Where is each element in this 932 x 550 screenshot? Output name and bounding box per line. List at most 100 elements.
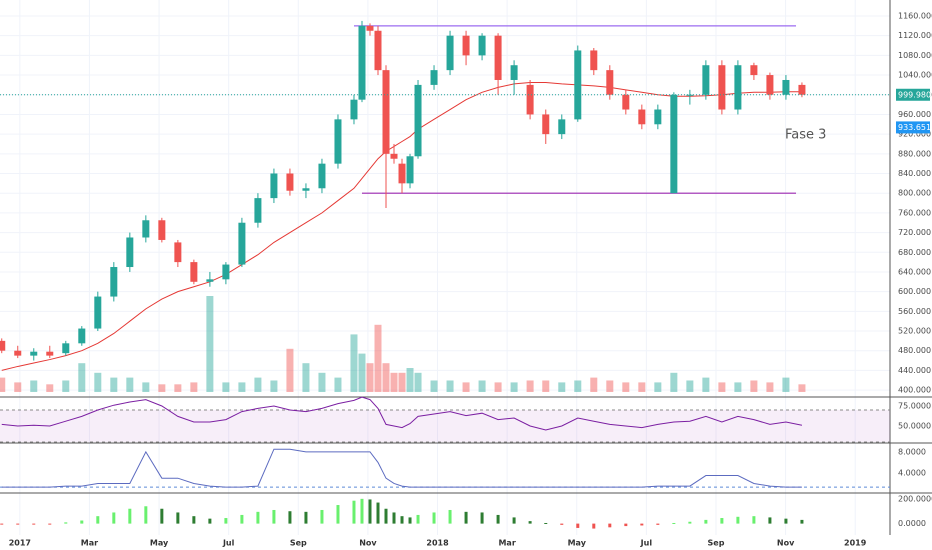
histogram-bar — [144, 506, 148, 524]
histogram-bar — [528, 521, 532, 524]
histogram-bar — [288, 511, 292, 524]
volume-bar — [606, 380, 614, 392]
histogram-bar — [432, 512, 436, 524]
candle-body — [142, 220, 150, 238]
x-tick-label: Jul — [222, 539, 235, 548]
y-tick-label: 800.000 — [898, 189, 931, 198]
y-tick-label: 760.000 — [898, 208, 931, 217]
histogram-bar — [400, 516, 404, 524]
candle-body — [406, 156, 414, 184]
y-tick-label: 400.000 — [898, 386, 931, 395]
volume-bar — [510, 382, 518, 392]
histogram-bar — [576, 523, 580, 528]
volume-bar — [206, 296, 214, 392]
volume-bar — [286, 348, 294, 392]
volume-bar — [718, 382, 726, 392]
candle-body — [270, 173, 278, 199]
histogram-bar — [272, 509, 276, 524]
histogram-tick-label: 200.0000 — [898, 494, 932, 503]
x-tick-label: Sep — [290, 539, 307, 548]
histogram-bar — [800, 519, 804, 524]
histogram-bar — [448, 509, 452, 524]
volume-bar — [158, 384, 166, 392]
x-tick-label: Nov — [777, 539, 795, 548]
volume-bar — [734, 382, 742, 392]
volume-bar — [350, 334, 358, 392]
volume-bar — [254, 377, 262, 392]
histogram-bar — [784, 518, 788, 524]
histogram-bar — [736, 516, 740, 524]
x-tick-label: Sep — [708, 539, 725, 548]
candle-body — [254, 198, 262, 223]
indicator-line — [1, 448, 802, 488]
candle-body — [606, 70, 614, 95]
volume-bar — [174, 384, 182, 392]
histogram-bar — [704, 519, 708, 524]
volume-bar — [638, 382, 646, 392]
x-tick-label: 2017 — [9, 539, 31, 548]
candle-body — [374, 30, 382, 71]
histogram-bar — [512, 517, 516, 524]
candle-body — [286, 173, 294, 191]
y-tick-label: 880.000 — [898, 149, 931, 158]
candle-body — [158, 220, 166, 240]
rsi-band — [0, 410, 890, 442]
histogram-bar — [160, 508, 164, 524]
histogram-bar — [592, 523, 596, 529]
candle-body — [638, 109, 646, 125]
histogram-bar — [48, 523, 52, 525]
histogram-bar — [128, 508, 132, 524]
candle-body — [558, 119, 566, 135]
volume-bar — [302, 363, 310, 392]
volume-bar — [222, 382, 230, 392]
histogram-bar — [64, 522, 68, 524]
histogram-bar — [304, 511, 308, 524]
volume-bar — [494, 382, 502, 392]
histogram-bar — [240, 514, 244, 524]
histogram-bar — [376, 502, 380, 524]
indicator-tick-label: 8.0000 — [898, 447, 926, 456]
x-tick-label: May — [150, 539, 169, 548]
volume-bar — [270, 380, 278, 392]
volume-bar — [782, 377, 790, 392]
candle-body — [110, 267, 118, 297]
histogram-bar — [752, 516, 756, 524]
y-tick-label: 680.000 — [898, 248, 931, 257]
histogram-bar — [480, 512, 484, 524]
histogram-bar — [208, 518, 212, 524]
volume-bar — [366, 363, 374, 392]
candle-body — [654, 109, 662, 125]
y-tick-label: 480.000 — [898, 346, 931, 355]
volume-bar — [46, 384, 54, 392]
volume-bar — [542, 380, 550, 392]
candle-body — [446, 35, 454, 71]
price-tag — [896, 121, 930, 134]
candle-body — [766, 75, 774, 95]
volume-bar — [686, 380, 694, 392]
volume-bar — [142, 382, 150, 392]
histogram-bar — [368, 499, 372, 524]
y-tick-label: 640.000 — [898, 267, 931, 276]
rsi-line — [1, 396, 803, 431]
histogram-bar — [608, 523, 612, 528]
volume-bar — [670, 372, 678, 392]
rsi-tick-label: 75.0000 — [898, 402, 931, 411]
histogram-bar — [336, 505, 340, 524]
volume-bar — [358, 353, 366, 392]
histogram-bar — [352, 500, 356, 524]
histogram-bar — [624, 523, 628, 527]
histogram-bar — [176, 512, 180, 524]
volume-bar — [622, 382, 630, 392]
histogram-bar — [496, 514, 500, 524]
histogram-bar — [256, 511, 260, 524]
histogram-bar — [0, 523, 4, 525]
price-tag-label: 999.980 — [898, 90, 931, 99]
volume-bar — [318, 372, 326, 392]
histogram-bar — [656, 523, 660, 525]
candle-body — [542, 114, 550, 135]
candle-body — [686, 94, 694, 96]
volume-bar — [0, 377, 6, 392]
y-tick-label: 560.000 — [898, 307, 931, 316]
